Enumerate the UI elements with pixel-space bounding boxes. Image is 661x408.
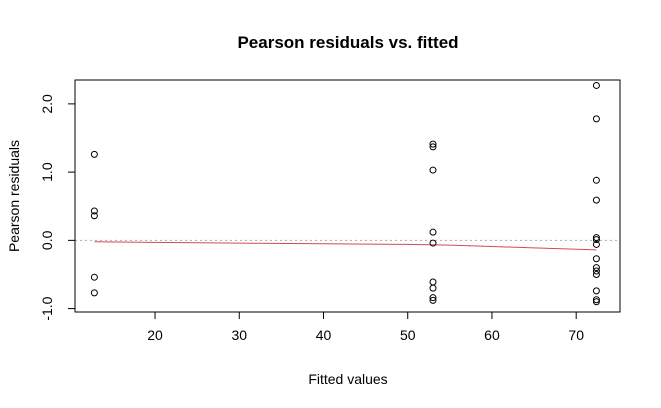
data-point — [592, 287, 600, 295]
data-point — [592, 240, 600, 248]
y-tick-label: 1.0 — [39, 162, 55, 182]
data-point — [592, 298, 600, 306]
data-point — [429, 166, 437, 174]
data-point — [592, 81, 600, 89]
smooth-line-layer — [94, 241, 597, 251]
x-tick-label: 50 — [400, 327, 416, 343]
x-tick-label: 30 — [231, 327, 247, 343]
data-point — [592, 255, 600, 263]
data-point — [592, 176, 600, 184]
data-point — [429, 278, 437, 286]
data-point — [429, 296, 437, 304]
y-axis-label: Pearson residuals — [6, 140, 22, 252]
y-tick-label: 0.0 — [39, 230, 55, 250]
data-point — [592, 236, 600, 244]
chart-title: Pearson residuals vs. fitted — [237, 33, 458, 52]
data-point — [90, 150, 98, 158]
x-axis-label: Fitted values — [308, 371, 387, 387]
plot-frame — [74, 79, 621, 313]
data-point — [429, 143, 437, 151]
data-point — [592, 264, 600, 272]
x-tick-label: 60 — [484, 327, 500, 343]
data-point — [592, 267, 600, 275]
data-point — [429, 294, 437, 302]
x-tick-label: 20 — [147, 327, 163, 343]
data-point — [592, 296, 600, 304]
y-tick-label: -1.0 — [39, 296, 55, 320]
data-point — [429, 228, 437, 236]
data-point — [429, 284, 437, 292]
data-point — [429, 140, 437, 148]
data-point — [592, 196, 600, 204]
x-tick-label: 40 — [316, 327, 332, 343]
y-axis: -1.0 0.0 1.0 2.0 — [39, 94, 76, 321]
smooth-trend-line — [94, 241, 597, 251]
data-point — [592, 270, 600, 278]
data-point — [429, 239, 437, 247]
data-point — [592, 234, 600, 242]
data-point — [592, 115, 600, 123]
data-point — [90, 212, 98, 220]
y-tick-label: 2.0 — [39, 94, 55, 114]
data-point — [90, 207, 98, 215]
points-layer — [90, 81, 600, 306]
x-axis: 20 30 40 50 60 70 — [147, 311, 584, 343]
data-point — [90, 289, 98, 297]
data-point — [90, 273, 98, 281]
x-tick-label: 70 — [568, 327, 584, 343]
